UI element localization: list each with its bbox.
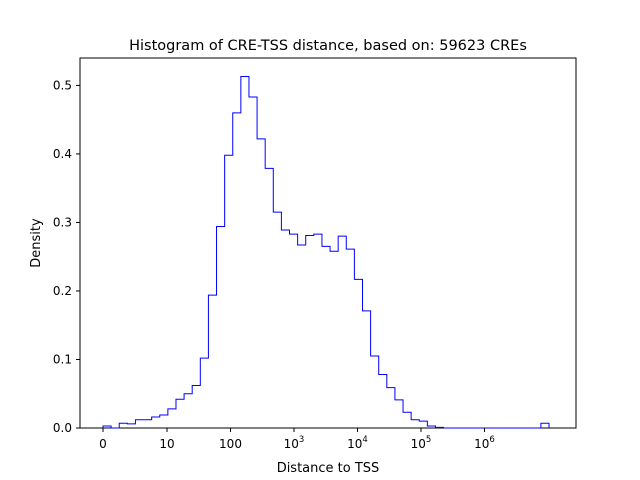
y-tick-label: 0.1 — [53, 352, 72, 366]
x-tick-label: 10 — [159, 437, 174, 451]
y-tick-label: 0.5 — [53, 78, 72, 92]
histogram-step-line — [102, 76, 550, 429]
chart-title: Histogram of CRE-TSS distance, based on:… — [129, 38, 527, 54]
y-tick-label: 0.4 — [53, 147, 72, 161]
y-axis-label: Density — [29, 218, 44, 268]
plot-frame — [79, 57, 577, 429]
y-tick-label: 0.2 — [53, 284, 72, 298]
y-axis: 0.0 0.1 0.2 0.3 0.4 0.5 — [53, 78, 80, 435]
x-tick-label: 0 — [99, 437, 107, 451]
x-tick-exponent: 6 — [489, 435, 494, 445]
x-tick-exponent: 4 — [362, 435, 367, 445]
x-tick-exponent: 5 — [426, 435, 431, 445]
x-tick-label: 100 — [219, 437, 242, 451]
y-tick-label: 0.0 — [53, 421, 72, 435]
x-tick-exponent: 3 — [299, 435, 304, 445]
x-axis-label: Distance to TSS — [277, 461, 380, 476]
histogram-series — [102, 76, 550, 429]
y-tick-label: 0.3 — [53, 215, 72, 229]
